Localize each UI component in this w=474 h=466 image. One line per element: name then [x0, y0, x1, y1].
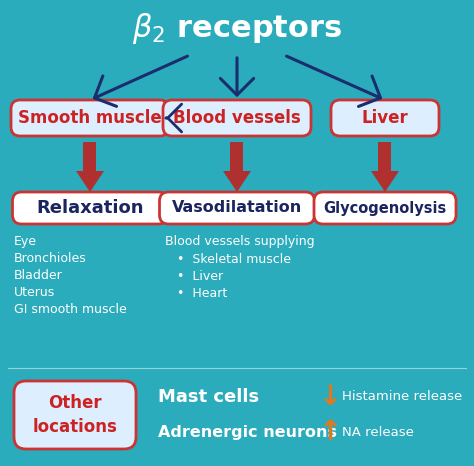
- Polygon shape: [76, 171, 104, 192]
- Text: •  Skeletal muscle: • Skeletal muscle: [177, 253, 291, 266]
- Polygon shape: [230, 142, 244, 171]
- Text: Blood vessels supplying: Blood vessels supplying: [165, 235, 315, 248]
- FancyBboxPatch shape: [159, 192, 315, 224]
- Text: Vasodilatation: Vasodilatation: [172, 200, 302, 215]
- Text: Bronchioles: Bronchioles: [14, 252, 87, 265]
- Text: GI smooth muscle: GI smooth muscle: [14, 303, 127, 316]
- Text: Glycogenolysis: Glycogenolysis: [323, 200, 447, 215]
- Text: $\beta_2$ receptors: $\beta_2$ receptors: [132, 11, 342, 46]
- Text: NA release: NA release: [342, 425, 414, 439]
- Text: Liver: Liver: [362, 109, 409, 127]
- Text: Mast cells: Mast cells: [158, 388, 259, 406]
- Text: •  Liver: • Liver: [177, 270, 223, 283]
- Text: ↑: ↑: [319, 418, 342, 446]
- Text: •  Heart: • Heart: [177, 287, 227, 300]
- Text: Eye: Eye: [14, 235, 37, 248]
- FancyBboxPatch shape: [12, 192, 167, 224]
- FancyBboxPatch shape: [314, 192, 456, 224]
- Polygon shape: [83, 142, 97, 171]
- Text: Histamine release: Histamine release: [342, 391, 462, 404]
- FancyBboxPatch shape: [11, 100, 169, 136]
- FancyBboxPatch shape: [331, 100, 439, 136]
- Polygon shape: [379, 142, 392, 171]
- Text: ↓: ↓: [319, 383, 342, 411]
- Text: Relaxation: Relaxation: [36, 199, 144, 217]
- FancyBboxPatch shape: [14, 381, 136, 449]
- Text: Blood vessels: Blood vessels: [173, 109, 301, 127]
- FancyBboxPatch shape: [163, 100, 311, 136]
- Text: Smooth muscle: Smooth muscle: [18, 109, 162, 127]
- Text: Adrenergic neurons: Adrenergic neurons: [158, 425, 337, 439]
- Polygon shape: [371, 171, 399, 192]
- Text: Bladder: Bladder: [14, 269, 63, 282]
- Text: Uterus: Uterus: [14, 286, 55, 299]
- Polygon shape: [223, 171, 251, 192]
- Text: Other
locations: Other locations: [33, 393, 118, 437]
